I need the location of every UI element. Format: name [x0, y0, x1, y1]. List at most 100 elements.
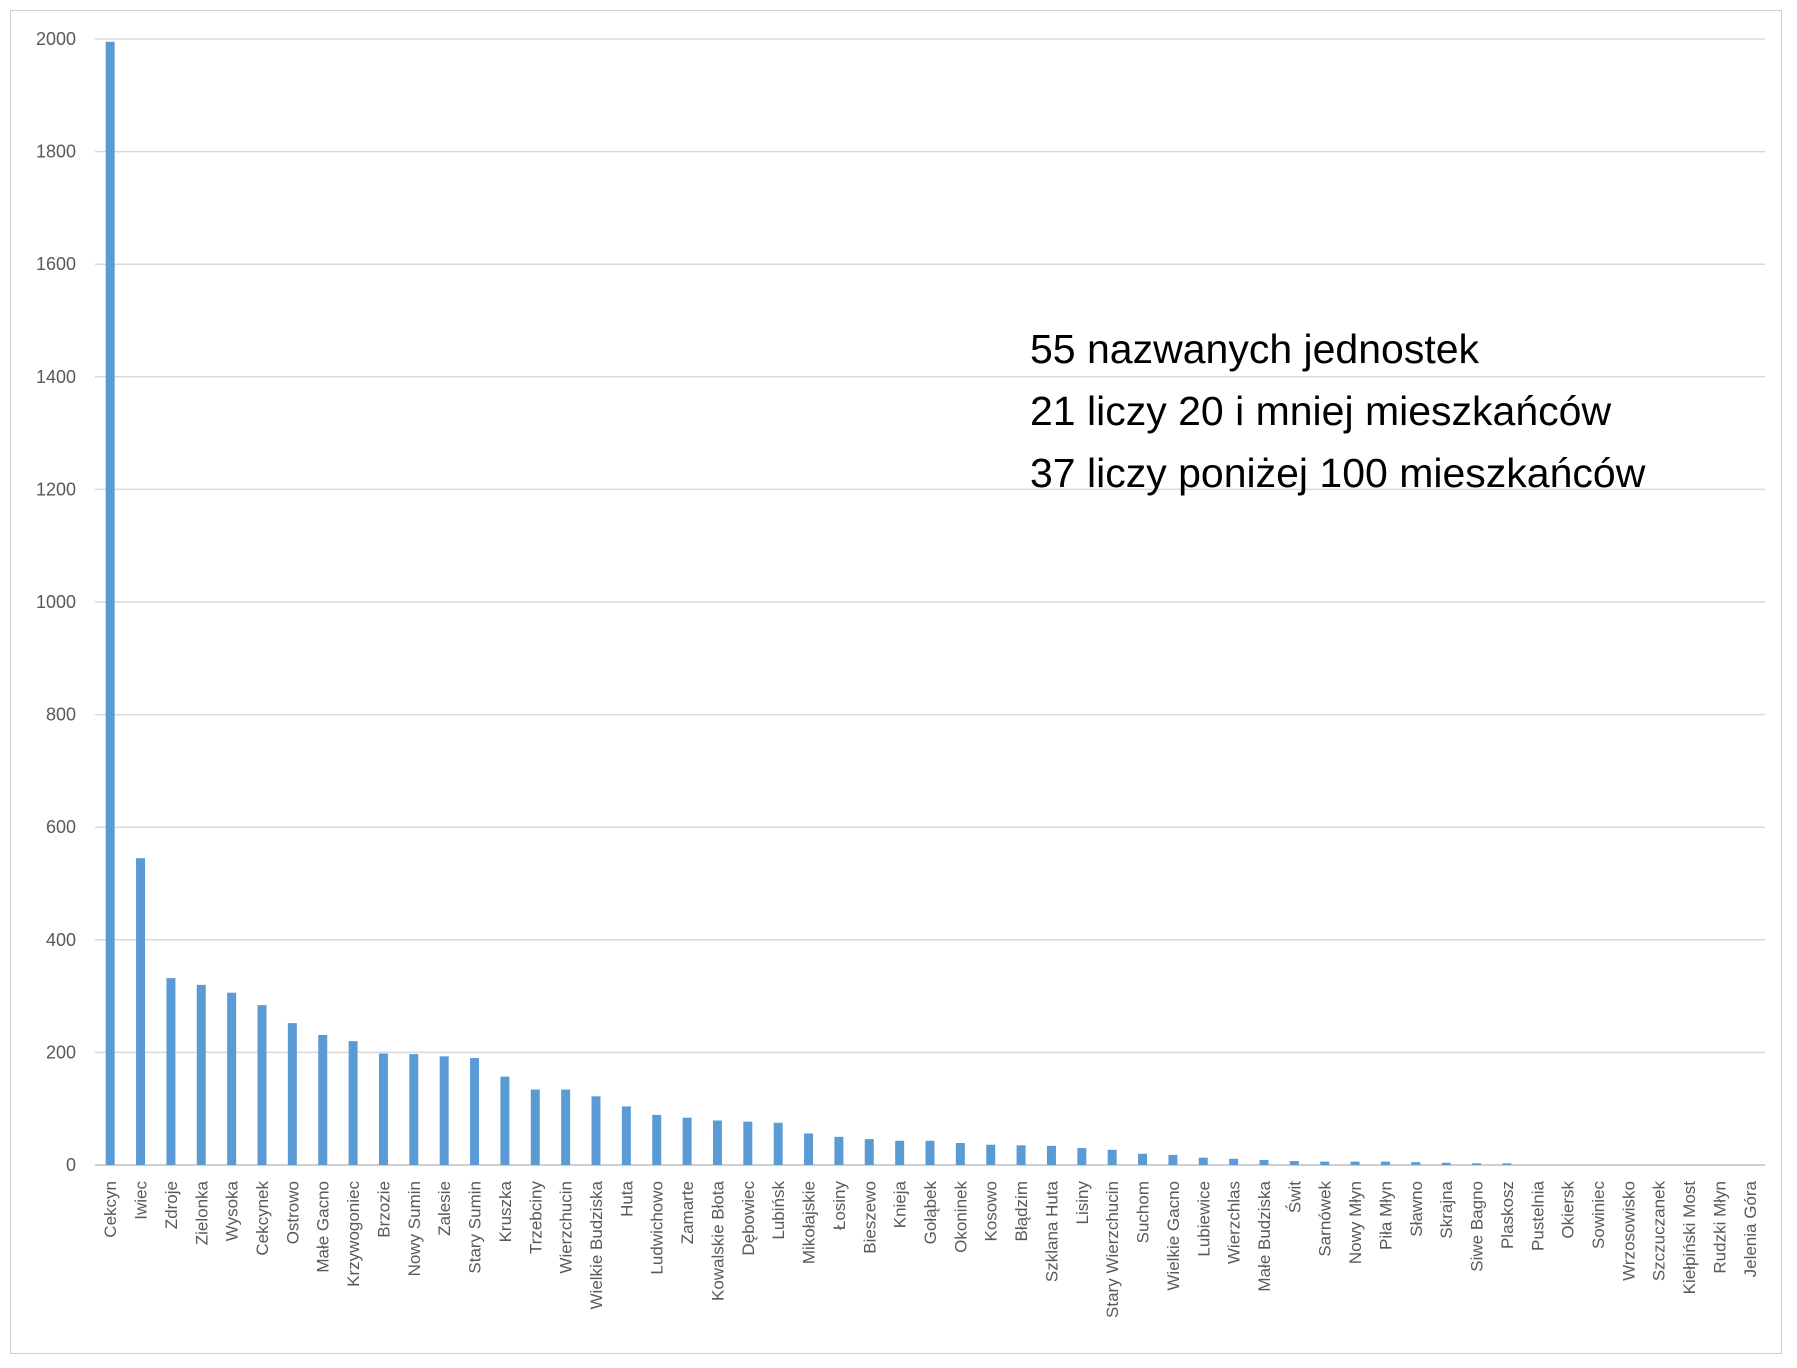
- x-category-label: Zdroje: [162, 1181, 181, 1229]
- bar: [1229, 1158, 1239, 1165]
- bar: [500, 1076, 510, 1165]
- bar: [318, 1034, 328, 1165]
- y-tick-label: 200: [46, 1042, 76, 1062]
- x-category-label: Okiersk: [1559, 1181, 1578, 1239]
- x-category-label: Mikołajskie: [800, 1181, 819, 1264]
- x-category-label: Wielkie Budziska: [587, 1180, 606, 1309]
- annotation-line-1: 55 nazwanych jednostek: [1030, 326, 1480, 372]
- x-category-label: Kiełpiński Most: [1680, 1181, 1699, 1295]
- x-category-label: Lubiewice: [1194, 1181, 1213, 1257]
- bar: [1138, 1153, 1148, 1165]
- x-category-label: Wysoka: [223, 1180, 242, 1241]
- x-category-label: Trzebciny: [526, 1181, 545, 1255]
- x-category-label: Dębowiec: [739, 1181, 758, 1256]
- bar: [470, 1058, 480, 1165]
- x-category-label: Jelenia Góra: [1741, 1180, 1760, 1277]
- y-tick-label: 600: [46, 817, 76, 837]
- x-category-label: Lisiny: [1073, 1181, 1092, 1225]
- bar: [743, 1121, 753, 1165]
- x-category-label: Małe Gacno: [314, 1181, 333, 1273]
- x-category-label: Ludwichowo: [648, 1181, 667, 1275]
- bar: [1502, 1163, 1512, 1165]
- bar: [1168, 1154, 1178, 1165]
- bar: [621, 1106, 631, 1165]
- bar: [1472, 1163, 1482, 1165]
- bar: [105, 41, 115, 1166]
- x-category-label: Łosiny: [830, 1181, 849, 1231]
- x-category-label: Cekcynek: [253, 1181, 272, 1256]
- x-category-label: Wrzosowisko: [1619, 1181, 1638, 1281]
- y-tick-label: 1000: [36, 592, 76, 612]
- x-category-label: Gołąbek: [921, 1181, 940, 1245]
- x-category-label: Knieja: [891, 1180, 910, 1228]
- x-category-label: Rudzki Młyn: [1710, 1181, 1729, 1274]
- x-category-label: Plaskosz: [1498, 1181, 1517, 1249]
- x-category-label: Iwiec: [132, 1181, 151, 1220]
- y-tick-label: 400: [46, 930, 76, 950]
- x-category-label: Pustelnia: [1528, 1180, 1547, 1250]
- x-category-label: Świt: [1285, 1181, 1304, 1213]
- x-category-label: Krzywogoniec: [344, 1181, 363, 1287]
- x-category-label: Lubińsk: [769, 1181, 788, 1240]
- gridlines: [95, 38, 1765, 1166]
- bar: [1046, 1145, 1056, 1165]
- x-category-label: Zalesie: [435, 1181, 454, 1236]
- bar: [1380, 1161, 1390, 1165]
- x-category-label: Siwe Bagno: [1468, 1181, 1487, 1272]
- bar: [652, 1114, 662, 1165]
- bar: [439, 1056, 449, 1165]
- bar: [348, 1041, 358, 1165]
- x-category-label: Kosowo: [982, 1181, 1001, 1241]
- bar: [196, 984, 206, 1165]
- x-category-label: Błądzim: [1012, 1181, 1031, 1241]
- x-category-label: Kruszka: [496, 1180, 515, 1242]
- y-tick-label: 2000: [36, 29, 76, 49]
- bar: [227, 992, 237, 1165]
- x-category-label: Wierzchucin: [557, 1181, 576, 1274]
- bar: [1259, 1159, 1269, 1165]
- x-category-label: Wierzchlas: [1225, 1181, 1244, 1264]
- bar: [1077, 1148, 1087, 1165]
- x-category-label: Suchom: [1134, 1181, 1153, 1243]
- x-category-label: Brzozie: [374, 1181, 393, 1238]
- bar: [773, 1122, 783, 1165]
- bar: [378, 1053, 388, 1165]
- bar: [682, 1117, 692, 1165]
- x-category-label: Stary Wierzchucin: [1103, 1181, 1122, 1318]
- bar: [955, 1143, 965, 1165]
- x-category-label: Okoninek: [951, 1181, 970, 1253]
- x-category-label: Kowalskie Błota: [708, 1180, 727, 1301]
- x-category-label: Małe Budziska: [1255, 1180, 1274, 1291]
- bar: [1289, 1161, 1299, 1165]
- x-category-label: Sławno: [1407, 1181, 1426, 1237]
- y-tick-label: 1400: [36, 367, 76, 387]
- y-tick-label: 1200: [36, 479, 76, 499]
- bar: [287, 1023, 297, 1165]
- bar: [530, 1089, 540, 1165]
- x-category-label: Stary Sumin: [466, 1181, 485, 1274]
- x-category-label: Skrajna: [1437, 1180, 1456, 1238]
- y-tick-label: 800: [46, 705, 76, 725]
- y-tick-label: 1800: [36, 142, 76, 162]
- bar: [804, 1133, 814, 1165]
- bar: [1441, 1162, 1451, 1165]
- x-category-label: Nowy Młyn: [1346, 1181, 1365, 1264]
- x-category-label: Cekcyn: [101, 1181, 120, 1238]
- x-category-label: Piła Młyn: [1376, 1181, 1395, 1250]
- x-category-label: Szklana Huta: [1042, 1180, 1061, 1282]
- x-category-label: Bieszewo: [860, 1181, 879, 1254]
- bar: [986, 1144, 996, 1165]
- bar: [136, 858, 146, 1165]
- bar: [257, 1005, 267, 1165]
- y-tick-label: 1600: [36, 254, 76, 274]
- annotation-line-3: 37 liczy poniżej 100 mieszkańców: [1030, 450, 1646, 496]
- annotation-line-2: 21 liczy 20 i mniej mieszkańców: [1030, 388, 1612, 434]
- y-axis-tick-labels: 0 200 400 600 800 1000 1200 1400 1600 1800 2000: [36, 29, 76, 1175]
- x-category-label: Wielkie Gacno: [1164, 1181, 1183, 1291]
- x-category-label: Sowiniec: [1589, 1181, 1608, 1250]
- chart-frame: [10, 10, 1782, 1354]
- x-category-label: Huta: [617, 1180, 636, 1216]
- bar: [561, 1089, 571, 1165]
- bar: [1411, 1162, 1421, 1165]
